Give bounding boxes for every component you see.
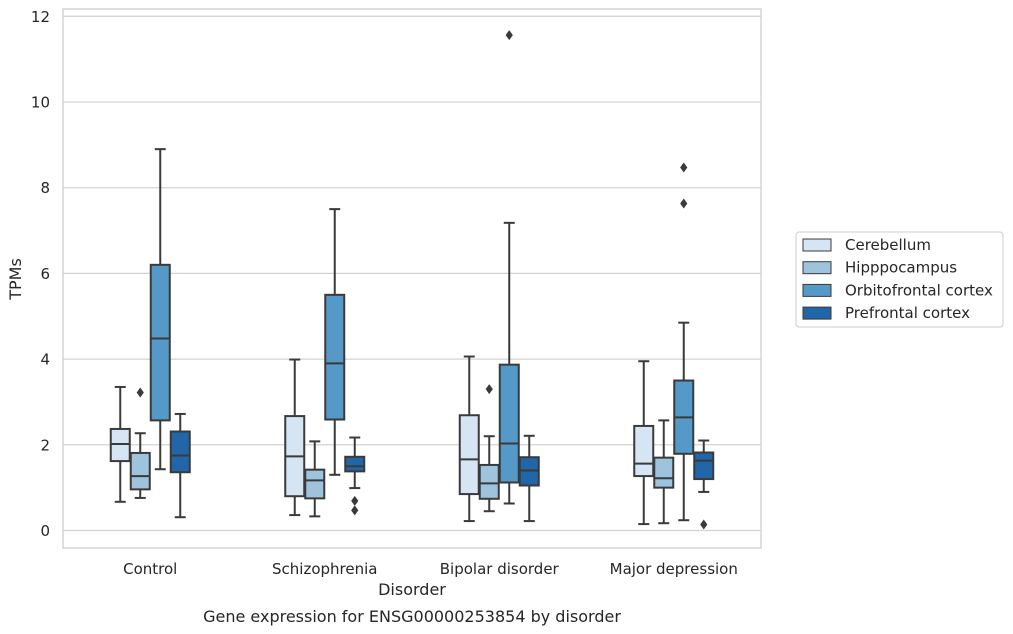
box-body bbox=[653, 456, 675, 489]
box-mark bbox=[633, 360, 655, 526]
y-tick-label: 4 bbox=[40, 351, 50, 369]
box-mark bbox=[284, 358, 306, 517]
series-orbitofrontal-cortex bbox=[149, 30, 695, 522]
outlier-point bbox=[680, 162, 688, 173]
y-axis-label: TPMs bbox=[6, 258, 25, 301]
box-body bbox=[633, 424, 655, 478]
x-tick-label: Schizophrenia bbox=[272, 560, 377, 578]
box-body bbox=[478, 463, 500, 500]
outlier-point bbox=[485, 384, 493, 395]
box-body bbox=[693, 451, 715, 481]
x-axis-label: Disorder bbox=[378, 580, 446, 599]
box-mark bbox=[109, 385, 131, 503]
outlier-point bbox=[700, 519, 708, 530]
figure-caption: Gene expression for ENSG00000253854 by d… bbox=[203, 607, 621, 626]
legend-swatch bbox=[802, 261, 832, 275]
box-mark bbox=[149, 148, 171, 471]
x-tick-labels: Control Schizophrenia Bipolar disorder Majo… bbox=[123, 560, 738, 578]
y-tick-label: 6 bbox=[40, 265, 50, 283]
y-tick-label: 2 bbox=[40, 436, 50, 454]
x-tick-label: Control bbox=[123, 560, 177, 578]
outlier-point bbox=[680, 198, 688, 209]
series-cerebellum bbox=[109, 355, 655, 526]
legend-label: Prefrontal cortex bbox=[845, 304, 970, 322]
legend-item: Hipppocampus bbox=[802, 259, 957, 277]
series-prefrontal-cortex bbox=[169, 412, 715, 530]
legend-swatch bbox=[802, 238, 832, 252]
box-mark bbox=[169, 412, 191, 519]
legend-label: Cerebellum bbox=[845, 236, 931, 254]
box-body bbox=[149, 263, 171, 422]
box-body bbox=[169, 430, 191, 474]
legend-label: Orbitofrontal cortex bbox=[845, 281, 993, 299]
legend-item: Orbitofrontal cortex bbox=[802, 281, 993, 299]
legend: Cerebellum Hipppocampus Orbitofrontal cort… bbox=[795, 231, 1004, 328]
y-tick-label: 12 bbox=[31, 8, 50, 26]
outlier-point bbox=[505, 30, 513, 41]
legend-label: Hipppocampus bbox=[845, 259, 957, 277]
box-body bbox=[324, 293, 346, 421]
box-body bbox=[498, 363, 520, 484]
series-hipppocampus bbox=[129, 384, 675, 525]
box-body bbox=[458, 414, 480, 496]
outlier-point bbox=[351, 495, 359, 506]
box-body bbox=[129, 451, 151, 491]
box-body bbox=[109, 427, 131, 463]
plot-frame bbox=[62, 8, 762, 549]
box-mark bbox=[498, 30, 520, 505]
y-tick-label: 0 bbox=[40, 522, 50, 540]
box-body bbox=[344, 455, 366, 473]
legend-swatch bbox=[802, 306, 832, 320]
box-body bbox=[304, 468, 326, 500]
legend-swatch bbox=[802, 283, 832, 297]
legend-frame bbox=[795, 231, 1004, 328]
y-tick-label: 10 bbox=[31, 94, 50, 112]
box-mark bbox=[693, 439, 715, 530]
outlier-point bbox=[136, 387, 144, 398]
box-mark bbox=[478, 384, 500, 513]
box-mark bbox=[304, 440, 326, 518]
box-series bbox=[109, 30, 715, 530]
y-tick-label: 8 bbox=[40, 179, 50, 197]
outlier-point bbox=[351, 505, 359, 516]
box-mark bbox=[458, 355, 480, 523]
x-tick-label: Bipolar disorder bbox=[440, 560, 560, 578]
box-mark bbox=[324, 208, 346, 476]
legend-item: Cerebellum bbox=[802, 236, 931, 254]
legend-item: Prefrontal cortex bbox=[802, 304, 970, 322]
box-mark bbox=[653, 419, 675, 525]
box-mark bbox=[129, 387, 151, 499]
y-tick-labels: 0 2 4 6 8 10 12 bbox=[31, 8, 50, 540]
box-mark bbox=[518, 434, 540, 523]
box-mark bbox=[673, 162, 695, 522]
box-mark bbox=[344, 436, 366, 516]
x-tick-label: Major depression bbox=[610, 560, 738, 578]
